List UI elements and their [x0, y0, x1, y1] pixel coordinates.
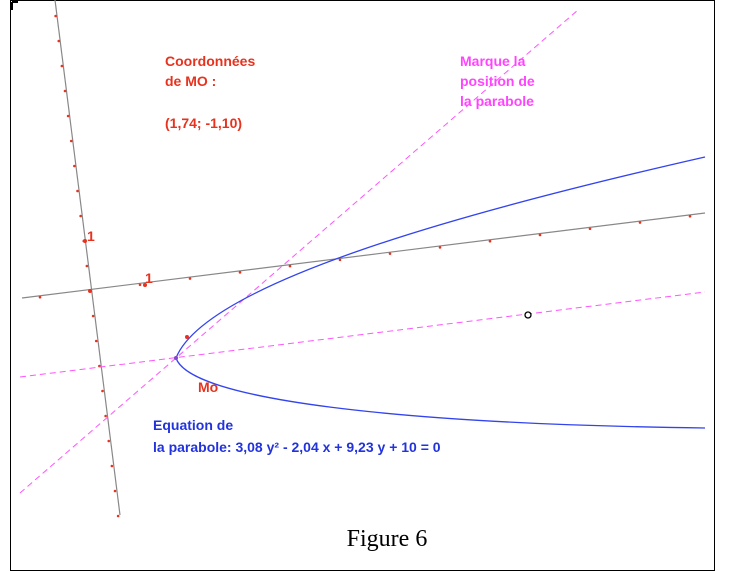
coords-label: Coordonnées [165, 53, 255, 69]
tick [63, 89, 67, 93]
dashed-line [19, 291, 706, 378]
dashed-line [19, 9, 579, 494]
tick [438, 246, 442, 249]
corner-mark [11, 1, 18, 10]
tick [110, 464, 114, 468]
point [174, 356, 178, 360]
tick [79, 214, 82, 218]
tick [338, 258, 342, 262]
point-label: Mo [198, 379, 218, 395]
point [185, 335, 189, 339]
unit-label: 1 [87, 228, 95, 244]
coords-label: de MO : [165, 73, 216, 89]
marker-label: Marque la [460, 53, 526, 69]
tick [54, 14, 57, 18]
tick [138, 283, 142, 287]
axis-y [54, 0, 121, 516]
focus-point [524, 311, 532, 319]
tick [73, 164, 76, 168]
tick [107, 439, 111, 443]
tick [101, 389, 104, 393]
unit-label: 1 [145, 270, 153, 286]
equation: la parabole: 3,08 y² - 2,04 x + 9,23 y +… [153, 439, 441, 455]
equation: Equation de [153, 417, 233, 433]
marker-label: position de [460, 73, 535, 89]
tick [188, 277, 192, 280]
tick [104, 414, 107, 418]
caption: Figure 6 [347, 526, 428, 552]
tick [38, 295, 42, 299]
tick [85, 264, 89, 268]
tick [488, 239, 492, 243]
tick [76, 189, 79, 193]
point [83, 239, 87, 243]
tick [638, 221, 642, 224]
coords-value: (1,74; -1,10) [165, 115, 242, 131]
marker-label: la parabole [460, 93, 534, 109]
tick [538, 233, 542, 237]
tick [69, 139, 73, 143]
tick [688, 215, 692, 218]
tick [94, 339, 98, 343]
tick [238, 271, 242, 274]
tick [91, 314, 95, 318]
tick [66, 114, 70, 118]
tick [388, 252, 392, 255]
tick [60, 64, 64, 68]
point [88, 289, 92, 293]
tick [113, 489, 117, 493]
point [143, 283, 147, 287]
frame [10, 0, 715, 571]
tick [57, 39, 61, 43]
tick [588, 227, 592, 231]
tick [288, 264, 292, 268]
ticks [38, 14, 692, 518]
tick [116, 514, 120, 518]
axis-x [21, 212, 706, 299]
